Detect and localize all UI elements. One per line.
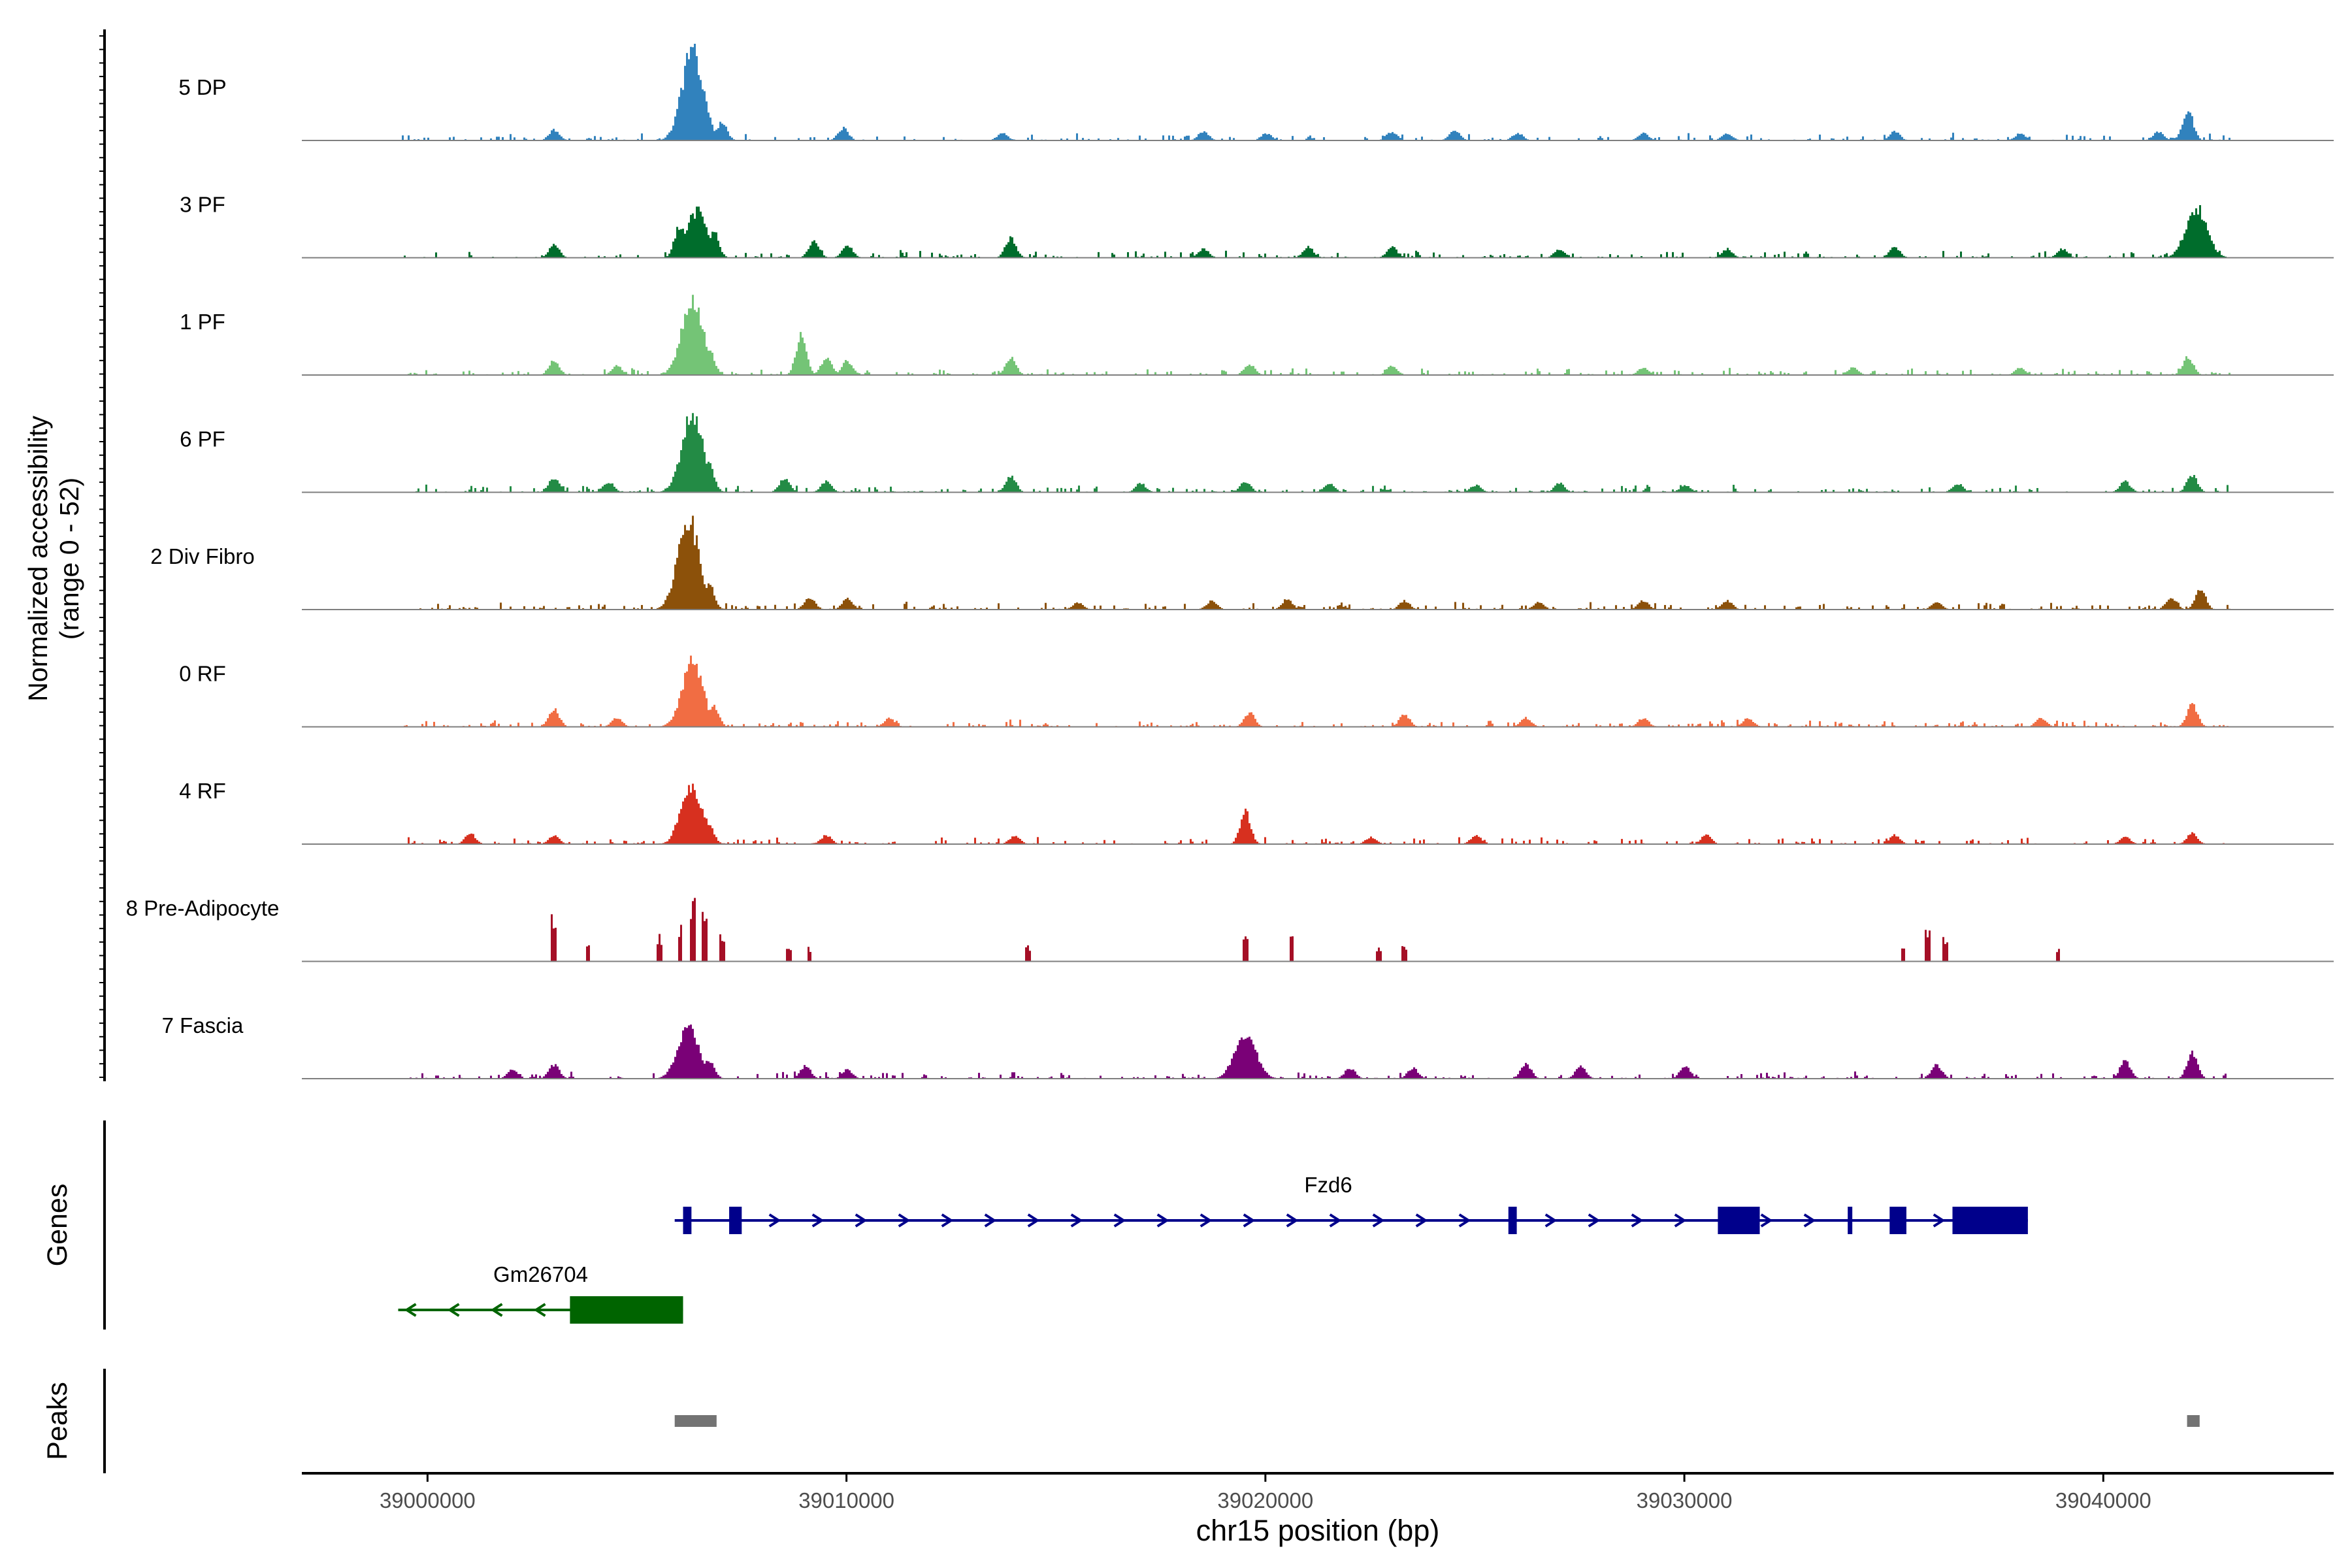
strand-arrow [1674, 1213, 1687, 1228]
strand-arrow [490, 1303, 503, 1317]
exon [1848, 1207, 1853, 1234]
strand-arrow [1286, 1213, 1299, 1228]
x-axis-label: chr15 position (bp) [1196, 1514, 1440, 1547]
x-tick-label: 39020000 [1217, 1488, 1313, 1512]
peaks-panel: Peaks [42, 1369, 2200, 1473]
track-3-pf: 3 PF [180, 193, 2334, 259]
gene-label: Fzd6 [1304, 1173, 1352, 1197]
gene-label: Gm26704 [493, 1262, 588, 1286]
track-label: 3 PF [180, 193, 225, 217]
track-1-pf: 1 PF [180, 295, 2334, 376]
track-label: 0 RF [179, 662, 226, 686]
exon [570, 1296, 683, 1324]
called-peaks [674, 1415, 2200, 1427]
peaks-label: Peaks [42, 1382, 73, 1460]
track-label: 4 RF [179, 779, 226, 803]
strand-arrow [404, 1303, 417, 1317]
coverage-tracks: 5 DP 3 PF 1 PF 6 PF 2 Div Fibro 0 RF 4 RF 8 Pre… [126, 44, 2334, 1079]
coverage-range-label: (range 0 - 52) [54, 478, 84, 640]
coverage-y-ticks [99, 35, 105, 1078]
strand-arrow [1200, 1213, 1213, 1228]
strand-arrow [1329, 1213, 1342, 1228]
exon [1718, 1207, 1760, 1234]
gene-models: Fzd6 Gm26704 [398, 1173, 2028, 1324]
track-label: 8 Pre-Adipocyte [126, 896, 280, 921]
strand-arrow [1156, 1213, 1169, 1228]
strand-arrow [447, 1303, 460, 1317]
genes-panel: Genes Fzd6 Gm26704 [42, 1120, 2028, 1330]
strand-arrow [941, 1213, 954, 1228]
strand-arrow [898, 1213, 911, 1228]
exon [729, 1207, 742, 1234]
track-4-rf: 4 RF [179, 779, 2334, 845]
strand-arrow [1588, 1213, 1601, 1228]
track-6-pf: 6 PF [180, 413, 2334, 493]
strand-arrow [1070, 1213, 1083, 1228]
coverage-area [302, 205, 2334, 258]
x-tick-label: 39010000 [798, 1488, 894, 1512]
track-label: 1 PF [180, 310, 225, 334]
gene-fzd6: Fzd6 [674, 1173, 2028, 1234]
strand-arrow [1027, 1213, 1040, 1228]
called-peak [674, 1415, 717, 1427]
track-7-fascia: 7 Fascia [162, 1013, 2334, 1079]
x-tick-label: 39040000 [2055, 1488, 2151, 1512]
exon [1889, 1207, 1906, 1234]
exon [1952, 1207, 2028, 1234]
strand-arrow [1243, 1213, 1256, 1228]
strand-arrow [811, 1213, 825, 1228]
coverage-ylabel: Normalized accessibility [23, 416, 53, 702]
track-label: 6 PF [180, 427, 225, 451]
strand-arrow [1372, 1213, 1385, 1228]
track-2-div-fibro: 2 Div Fibro [150, 515, 2334, 610]
strand-arrow [1760, 1213, 1773, 1228]
coverage-area [302, 1024, 2334, 1079]
track-label: 5 DP [178, 75, 226, 99]
strand-arrow [1113, 1213, 1126, 1228]
coverage-panel: 5 DP 3 PF 1 PF 6 PF 2 Div Fibro 0 RF 4 RF 8 Pre… [23, 29, 2334, 1081]
track-label: 7 Fascia [162, 1013, 244, 1037]
exon [683, 1207, 692, 1234]
exon [1508, 1207, 1517, 1234]
strand-arrow [984, 1213, 997, 1228]
x-axis-ticks: 39000000 39010000 39020000 39030000 39040000 [380, 1473, 2151, 1512]
strand-arrow [1544, 1213, 1558, 1228]
strand-arrow [1415, 1213, 1428, 1228]
genes-label: Genes [42, 1184, 73, 1267]
strand-arrow [1631, 1213, 1644, 1228]
strand-arrow [768, 1213, 781, 1228]
track-0-rf: 0 RF [179, 655, 2334, 728]
x-axis: 39000000 39010000 39020000 39030000 39040000… [302, 1472, 2334, 1547]
track-label: 2 Div Fibro [150, 544, 255, 568]
strand-arrow [1803, 1213, 1816, 1228]
track-5-dp: 5 DP [178, 44, 2334, 141]
track-8-pre-adipocyte: 8 Pre-Adipocyte [126, 896, 2334, 962]
x-tick-label: 39030000 [1637, 1488, 1733, 1512]
strand-arrow [855, 1213, 868, 1228]
gene-gm26704: Gm26704 [398, 1262, 683, 1324]
x-tick-label: 39000000 [380, 1488, 476, 1512]
strand-arrow [1458, 1213, 1471, 1228]
called-peak [2187, 1415, 2200, 1427]
strand-arrow [1933, 1213, 1946, 1228]
strand-arrow [533, 1303, 546, 1317]
